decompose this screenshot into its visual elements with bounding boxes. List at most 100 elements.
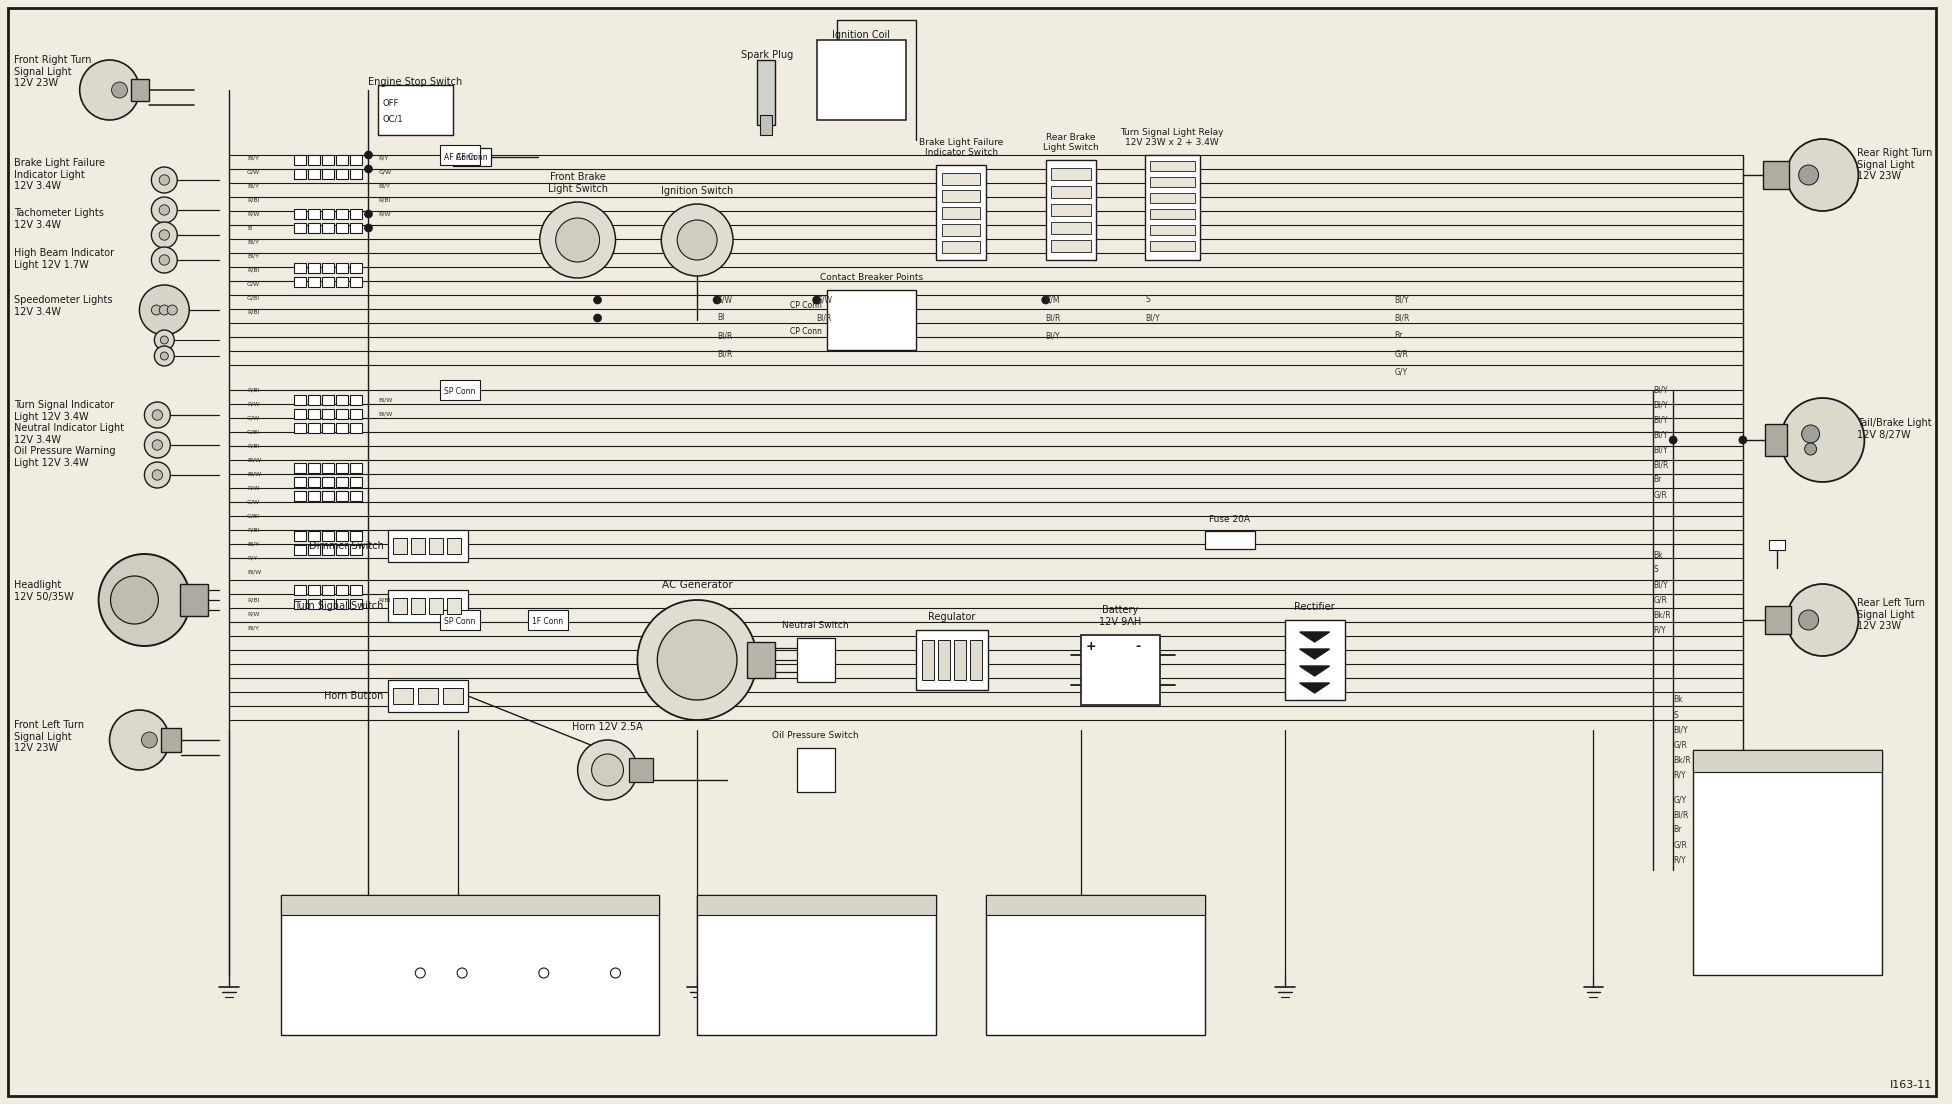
Bar	[295, 277, 306, 287]
Circle shape	[144, 461, 170, 488]
Text: R/W: R/W	[248, 212, 260, 216]
Text: Batt: Batt	[722, 921, 742, 930]
Bar	[986, 895, 1204, 915]
Circle shape	[1669, 436, 1677, 444]
Text: R/W: R/W	[248, 486, 260, 490]
Bar	[281, 895, 660, 1036]
Circle shape	[1786, 584, 1858, 656]
Text: Rectifier: Rectifier	[1294, 602, 1335, 612]
Circle shape	[611, 968, 621, 978]
Bar	[1765, 424, 1786, 456]
Text: R/Bl: R/Bl	[379, 198, 390, 202]
Text: Color: Color	[289, 1012, 310, 1021]
Circle shape	[139, 285, 189, 335]
Bar	[322, 531, 334, 541]
Circle shape	[578, 740, 638, 800]
Bar	[1150, 209, 1195, 219]
Bar	[162, 728, 182, 752]
Text: HI: HI	[416, 941, 426, 949]
Text: Light Blue: Light Blue	[1749, 869, 1798, 879]
Circle shape	[152, 305, 162, 315]
Text: Turn Signal Light Relay
12V 23W x 2 + 3.4W: Turn Signal Light Relay 12V 23W x 2 + 3.…	[1120, 128, 1224, 147]
Text: Turn Signal Switch: Turn Signal Switch	[539, 921, 621, 930]
Bar	[308, 395, 320, 405]
Circle shape	[658, 620, 738, 700]
Circle shape	[168, 305, 178, 315]
Bar	[281, 895, 660, 915]
Circle shape	[1798, 611, 1819, 630]
Bar	[295, 477, 306, 487]
Bar	[308, 477, 320, 487]
Text: Bl/Y: Bl/Y	[248, 626, 260, 630]
Text: Bl/W: Bl/W	[379, 412, 392, 416]
Text: Tail/Brake Light
12V 8/27W: Tail/Brake Light 12V 8/27W	[1858, 418, 1932, 439]
Bar	[295, 223, 306, 233]
Text: Slate: Slate	[1749, 905, 1774, 915]
Bar	[336, 477, 347, 487]
Circle shape	[152, 222, 178, 248]
Bar	[759, 115, 771, 135]
Bar	[379, 85, 453, 135]
Bar	[1765, 606, 1790, 634]
Circle shape	[837, 968, 847, 978]
Text: Oil Pressure Switch: Oil Pressure Switch	[773, 731, 859, 740]
Text: Contact Breaker Points: Contact Breaker Points	[820, 273, 923, 282]
Bar	[336, 263, 347, 273]
Bar	[322, 277, 334, 287]
Text: R/Bl: R/Bl	[248, 267, 260, 273]
Text: Tail 1: Tail 1	[830, 921, 853, 930]
Text: Tachometer Lights
12V 3.4W: Tachometer Lights 12V 3.4W	[14, 208, 103, 230]
Bar	[308, 209, 320, 219]
Bar	[441, 145, 480, 164]
Text: Bl: Bl	[716, 314, 724, 322]
Text: G/R: G/R	[1673, 741, 1687, 750]
Bar	[394, 598, 408, 614]
Circle shape	[1798, 164, 1819, 185]
Bar	[308, 531, 320, 541]
Circle shape	[111, 82, 127, 98]
Text: Headlight
12V 50/35W: Headlight 12V 50/35W	[14, 580, 74, 602]
Bar	[1050, 204, 1091, 216]
Bar	[295, 395, 306, 405]
Bar	[336, 155, 347, 164]
Text: R/Bl: R/Bl	[248, 528, 260, 532]
Bar	[308, 223, 320, 233]
Text: Bk: Bk	[336, 1012, 346, 1021]
Bar	[336, 408, 347, 420]
Circle shape	[109, 710, 170, 769]
Text: W: W	[1698, 814, 1708, 824]
Text: B: B	[248, 225, 252, 231]
Circle shape	[365, 224, 373, 232]
Text: Bl/Y: Bl/Y	[1653, 401, 1667, 410]
Bar	[1150, 177, 1195, 187]
Text: Br: Br	[1698, 776, 1710, 786]
Circle shape	[556, 217, 599, 262]
Bar	[1150, 225, 1195, 235]
Text: OC/1: OC/1	[383, 115, 402, 124]
Text: Bl/Y: Bl/Y	[1394, 296, 1409, 305]
Bar	[418, 688, 437, 704]
Text: LB: LB	[1698, 869, 1712, 879]
Circle shape	[1786, 139, 1858, 211]
Bar	[388, 590, 468, 622]
Circle shape	[160, 336, 168, 344]
Circle shape	[457, 968, 467, 978]
Text: Engine Stop Switch: Engine Stop Switch	[1048, 922, 1142, 932]
Circle shape	[141, 732, 158, 749]
Text: Bl/W: Bl/W	[248, 471, 262, 477]
Bar	[180, 584, 209, 616]
Text: Bl/R: Bl/R	[1046, 314, 1062, 322]
Bar	[943, 190, 980, 202]
Text: Bl/R: Bl/R	[716, 350, 732, 359]
Bar	[394, 688, 414, 704]
Text: R/Y: R/Y	[1673, 856, 1687, 864]
Bar	[308, 277, 320, 287]
Text: Rear Left Turn
Signal Light
12V 23W: Rear Left Turn Signal Light 12V 23W	[1858, 598, 1925, 631]
Text: I163-11: I163-11	[1890, 1080, 1932, 1090]
Bar	[986, 895, 1204, 1036]
Text: Turn Signal Switch: Turn Signal Switch	[295, 601, 383, 611]
Text: G/Bl: G/Bl	[248, 296, 260, 300]
Text: Bl/Y: Bl/Y	[1146, 314, 1159, 322]
Text: OFF: OFF	[289, 968, 306, 977]
Text: R: R	[1698, 960, 1706, 970]
